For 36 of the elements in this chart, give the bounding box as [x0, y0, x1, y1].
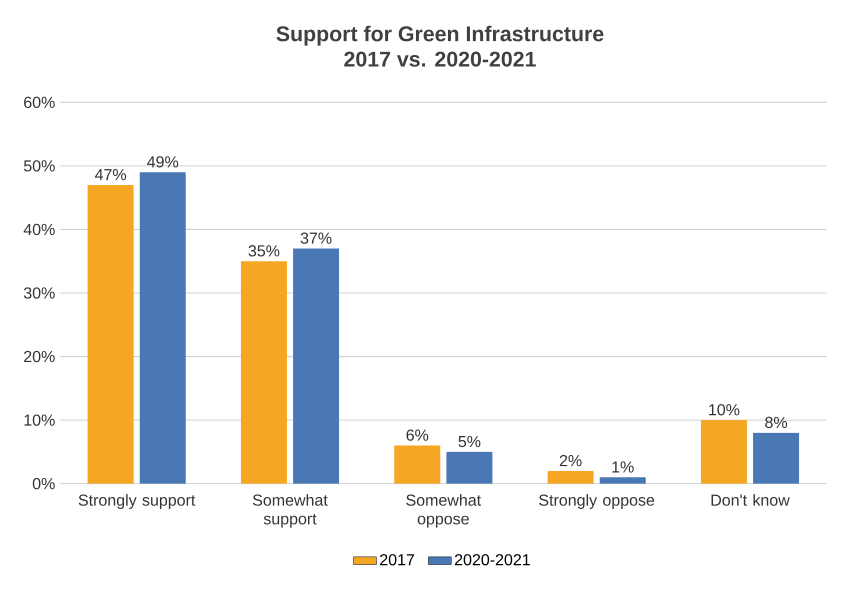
bar: [88, 184, 134, 484]
bar: [753, 432, 800, 484]
data-label: 37%: [300, 232, 332, 244]
y-tick-label: 10%: [24, 414, 55, 426]
y-tick-label: 50%: [24, 160, 55, 172]
bar: [140, 172, 186, 484]
data-label: 5%: [458, 436, 480, 448]
data-label: 2%: [560, 454, 582, 466]
data-label: 6%: [406, 429, 428, 441]
x-tick-label: Strongly oppose: [539, 494, 654, 509]
y-tick-label: 60%: [24, 96, 55, 108]
x-tick-label: Strongly support: [78, 494, 196, 509]
bar: [600, 477, 646, 484]
chart-subtitle: 2017 vs. 2020-2021: [344, 52, 536, 67]
bar: [240, 261, 287, 484]
y-tick-label: 0%: [32, 478, 55, 490]
legend-label: 2017: [380, 554, 414, 566]
data-label: 47%: [94, 169, 126, 180]
x-tick-label: Don't know: [712, 494, 790, 506]
data-label: 1%: [612, 461, 634, 473]
bar: [394, 446, 440, 484]
chart-title: Support for Green Infrastructure: [276, 26, 604, 46]
data-label: 8%: [765, 416, 788, 428]
bar: [293, 248, 340, 484]
y-tick-label: 20%: [24, 350, 55, 362]
bar: [548, 470, 594, 484]
legend-label: 2020-2021: [454, 554, 530, 566]
bar: [700, 420, 747, 484]
y-tick-label: 40%: [24, 224, 55, 236]
bar: [446, 452, 492, 484]
data-label: 49%: [147, 156, 178, 168]
x-tick-label: Somewhat support: [252, 494, 328, 528]
data-label: 35%: [248, 245, 280, 256]
data-label: 10%: [709, 404, 740, 416]
y-tick-label: 30%: [24, 287, 55, 299]
x-tick-label: Somewhat oppose: [406, 494, 481, 528]
